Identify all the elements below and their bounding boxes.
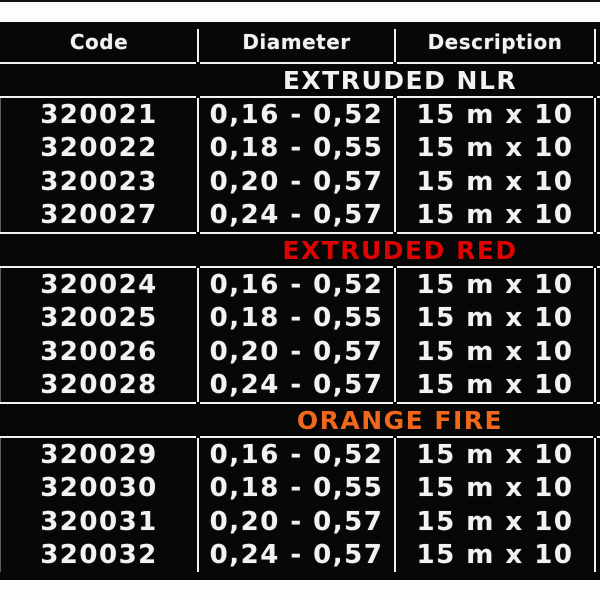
table-row: 320028 0,24 - 0,57 15 m x 10 — [0, 368, 600, 403]
section-rows: 320024 0,16 - 0,52 15 m x 10 320025 0,18… — [0, 268, 600, 402]
description-cell: 15 m x 10 — [394, 471, 595, 506]
diameter-cell: 0,20 - 0,57 — [197, 505, 395, 539]
page-margin-top — [0, 0, 600, 22]
description-cell: 15 m x 10 — [394, 165, 595, 199]
row-edge-stub — [594, 505, 600, 539]
column-header-code: Code — [69, 30, 129, 54]
column-header-diameter: Diameter — [197, 22, 395, 62]
section-title: EXTRUDED RED — [282, 235, 518, 265]
table-row: 320023 0,20 - 0,57 15 m x 10 — [0, 165, 600, 199]
table-row: 320024 0,16 - 0,52 15 m x 10 — [0, 268, 600, 302]
row-edge-stub — [594, 538, 600, 573]
section-rows: 320021 0,16 - 0,52 15 m x 10 320022 0,18… — [0, 98, 600, 232]
row-edge-stub — [594, 301, 600, 336]
table-row: 320030 0,18 - 0,55 15 m x 10 — [0, 471, 600, 506]
header-edge-stub — [594, 22, 600, 62]
table-row: 320032 0,24 - 0,57 15 m x 10 — [0, 538, 600, 573]
section-title: ORANGE FIRE — [296, 405, 504, 435]
row-edge-stub — [594, 131, 600, 166]
table-row: 320022 0,18 - 0,55 15 m x 10 — [0, 131, 600, 166]
code-cell: 320030 — [40, 473, 158, 504]
table-row: 320026 0,20 - 0,57 15 m x 10 — [0, 335, 600, 369]
diameter-cell: 0,16 - 0,52 — [197, 438, 395, 472]
table-bottom-padding — [0, 572, 600, 580]
code-cell: 320025 — [40, 303, 158, 334]
diameter-cell: 0,20 - 0,57 — [197, 165, 395, 199]
table-section: ORANGE FIRE 320029 0,16 - 0,52 15 m x 10… — [0, 402, 600, 572]
code-cell: 320023 — [40, 166, 158, 197]
code-cell: 320026 — [40, 336, 158, 367]
description-cell: 15 m x 10 — [394, 505, 595, 539]
section-top-rule — [0, 232, 600, 234]
table-row: 320029 0,16 - 0,52 15 m x 10 — [0, 438, 600, 472]
code-cell: 320028 — [40, 370, 158, 401]
product-table: Code Diameter Description EXTRUDED NLR 3… — [0, 22, 600, 580]
code-cell: 320022 — [40, 133, 158, 164]
row-edge-stub — [594, 438, 600, 472]
section-top-rule — [0, 402, 600, 404]
table-body: EXTRUDED NLR 320021 0,16 - 0,52 15 m x 1… — [0, 62, 600, 572]
diameter-cell: 0,18 - 0,55 — [197, 471, 395, 506]
section-title: EXTRUDED NLR — [282, 65, 518, 95]
row-edge-stub — [594, 268, 600, 302]
row-edge-stub — [594, 471, 600, 506]
table-row: 320031 0,20 - 0,57 15 m x 10 — [0, 505, 600, 539]
section-bottom-rule — [0, 436, 600, 438]
table-header-row: Code Diameter Description — [0, 22, 600, 62]
section-bottom-rule — [0, 96, 600, 98]
table-row: 320021 0,16 - 0,52 15 m x 10 — [0, 98, 600, 132]
description-cell: 15 m x 10 — [394, 538, 595, 573]
description-cell: 15 m x 10 — [394, 198, 595, 233]
description-cell: 15 m x 10 — [394, 268, 595, 302]
row-edge-stub — [594, 98, 600, 132]
description-cell: 15 m x 10 — [394, 131, 595, 166]
table-row: 320027 0,24 - 0,57 15 m x 10 — [0, 198, 600, 233]
diameter-cell: 0,16 - 0,52 — [197, 98, 395, 132]
row-edge-stub — [594, 165, 600, 199]
page-margin-bottom — [0, 580, 600, 600]
description-cell: 15 m x 10 — [394, 98, 595, 132]
column-header-description: Description — [394, 22, 595, 62]
diameter-cell: 0,16 - 0,52 — [197, 268, 395, 302]
code-cell: 320021 — [40, 99, 158, 130]
description-cell: 15 m x 10 — [394, 438, 595, 472]
diameter-cell: 0,20 - 0,57 — [197, 335, 395, 369]
section-rows: 320029 0,16 - 0,52 15 m x 10 320030 0,18… — [0, 438, 600, 572]
diameter-cell: 0,18 - 0,55 — [197, 301, 395, 336]
diameter-cell: 0,24 - 0,57 — [197, 198, 395, 233]
row-edge-stub — [594, 368, 600, 403]
code-cell: 320024 — [40, 269, 158, 300]
code-cell: 320032 — [40, 540, 158, 571]
description-cell: 15 m x 10 — [394, 301, 595, 336]
row-edge-stub — [594, 335, 600, 369]
description-cell: 15 m x 10 — [394, 368, 595, 403]
section-top-rule — [0, 62, 600, 64]
code-cell: 320031 — [40, 506, 158, 537]
code-cell: 320027 — [40, 200, 158, 231]
table-section: EXTRUDED NLR 320021 0,16 - 0,52 15 m x 1… — [0, 62, 600, 232]
table-section: EXTRUDED RED 320024 0,16 - 0,52 15 m x 1… — [0, 232, 600, 402]
diameter-cell: 0,24 - 0,57 — [197, 538, 395, 573]
section-bottom-rule — [0, 266, 600, 268]
code-cell: 320029 — [40, 439, 158, 470]
description-cell: 15 m x 10 — [394, 335, 595, 369]
diameter-cell: 0,18 - 0,55 — [197, 131, 395, 166]
table-row: 320025 0,18 - 0,55 15 m x 10 — [0, 301, 600, 336]
diameter-cell: 0,24 - 0,57 — [197, 368, 395, 403]
row-edge-stub — [594, 198, 600, 233]
